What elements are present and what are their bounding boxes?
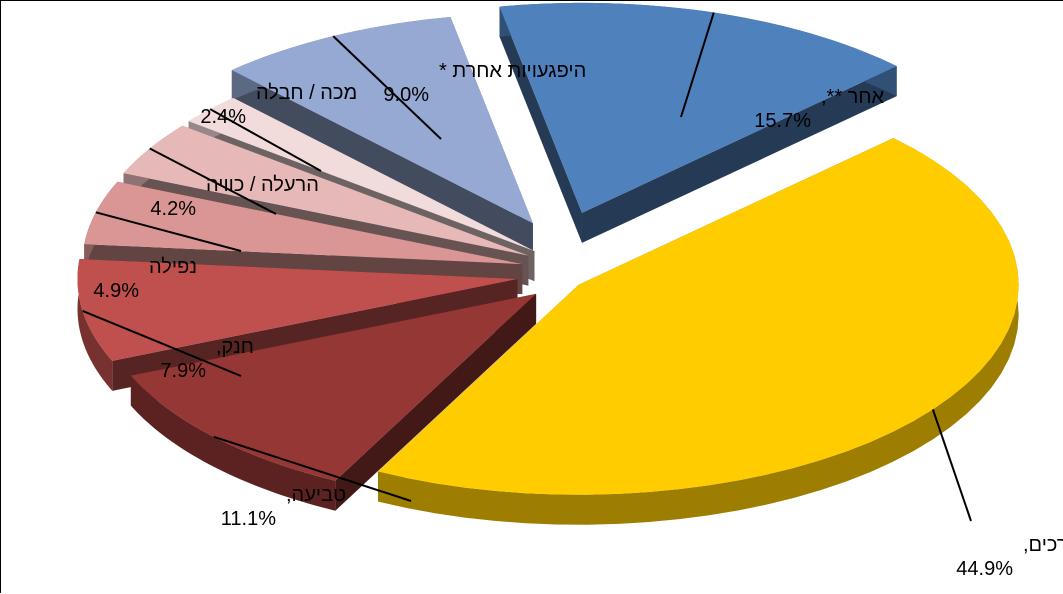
- leader-line: [680, 12, 715, 118]
- slice-label: חנק,: [216, 336, 254, 358]
- pie-slice: [77, 258, 518, 361]
- slice-value-label: 2.4%: [200, 106, 246, 128]
- pie-slice: [188, 97, 535, 252]
- pie-slice: [130, 293, 537, 481]
- slice-label: אחר **,: [821, 86, 885, 108]
- pie-slice: [123, 125, 529, 256]
- slice-rim: [130, 375, 336, 511]
- slice-value-label: 9.0%: [383, 84, 429, 106]
- leader-lines: [82, 12, 972, 522]
- leader-line: [332, 35, 442, 140]
- leader-line: [95, 211, 242, 252]
- slice-labels: אחר **, 15.7% תאונת דרכים, 44.9% טביעה, 11.1%…: [93, 60, 1063, 580]
- leader-line: [149, 147, 277, 215]
- slice-wall: [231, 70, 533, 254]
- slice-wall: [581, 66, 897, 243]
- leader-line: [209, 108, 322, 172]
- slice-value-label: 15.7%: [754, 110, 811, 132]
- slice-label: נפילה: [149, 256, 197, 278]
- slice-label: מכה / חבלה: [256, 82, 357, 104]
- slice-value-label: 11.1%: [221, 508, 276, 530]
- slice-wall: [335, 293, 537, 511]
- slice-label: הרעלה / כוויה: [206, 174, 319, 196]
- pie-slice: [231, 16, 533, 224]
- leader-line: [931, 409, 972, 522]
- slice-label: טביעה,: [286, 484, 346, 506]
- slice-label: תאונת דרכים,: [1023, 534, 1063, 556]
- slice-label: היפגעויות אחרת *: [439, 60, 586, 82]
- leader-line: [82, 309, 242, 377]
- pie-slice: [84, 181, 523, 265]
- slice-value-label: 7.9%: [160, 360, 206, 382]
- slice-rim: [77, 258, 113, 391]
- slice-wall: [499, 6, 582, 243]
- pie-slice: [499, 2, 897, 213]
- pie-slices: [77, 2, 1019, 525]
- slice-value-label: 4.2%: [150, 198, 196, 220]
- slice-value-label: 4.9%: [93, 280, 139, 302]
- pie-slice: [377, 137, 1019, 495]
- leader-line: [213, 435, 412, 502]
- slice-value-label: 44.9%: [956, 558, 1013, 580]
